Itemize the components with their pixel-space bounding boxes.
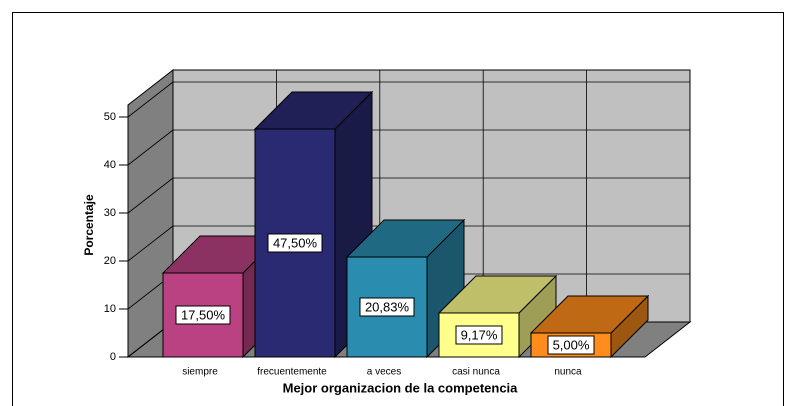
x-axis-title: Mejor organizacion de la competencia — [283, 380, 519, 395]
y-tick-label: 30 — [104, 207, 116, 219]
value-label-box — [547, 335, 595, 355]
value-label: 9,17% — [461, 327, 498, 342]
grid-line — [127, 129, 174, 166]
value-label: 17,50% — [181, 307, 226, 322]
value-label-box — [359, 297, 415, 317]
value-label-box — [455, 325, 503, 345]
value-label: 47,50% — [273, 235, 318, 250]
grid-line — [127, 81, 174, 118]
y-axis-title: Porcentaje — [82, 194, 96, 256]
grid-line — [127, 177, 174, 214]
value-label: 20,83% — [365, 299, 410, 314]
value-label-box — [175, 305, 231, 325]
x-tick-label: frecuentemente — [257, 367, 327, 378]
grid-line — [127, 225, 174, 262]
value-label-box — [267, 233, 323, 253]
y-tick-label: 50 — [104, 111, 116, 123]
value-label: 5,00% — [553, 337, 590, 352]
y-tick-label: 20 — [104, 255, 116, 267]
x-tick-label: siempre — [182, 367, 218, 378]
y-tick-label: 10 — [104, 303, 116, 315]
y-tick-label: 0 — [110, 351, 116, 363]
x-tick-label: a veces — [367, 367, 401, 378]
y-tick-label: 40 — [104, 159, 116, 171]
x-tick-label: nunca — [554, 367, 582, 378]
x-tick-label: casi nunca — [452, 367, 500, 378]
